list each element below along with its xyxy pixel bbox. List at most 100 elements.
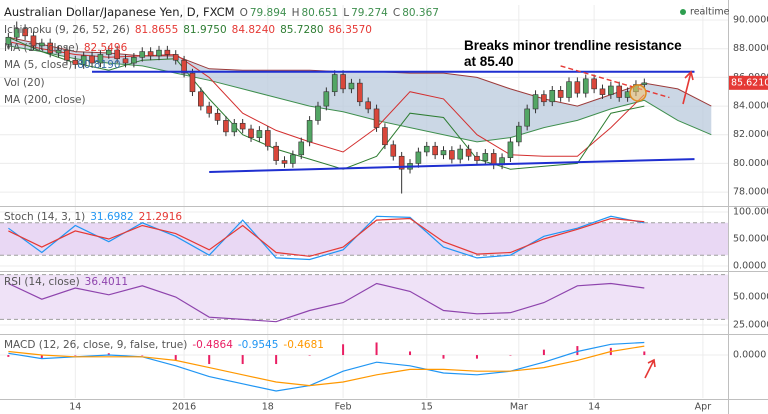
indicator-line xyxy=(8,341,645,392)
candle-body xyxy=(189,72,196,93)
indicator-value: 80.8190 xyxy=(77,59,121,71)
x-tick-label: 2016 xyxy=(172,402,196,413)
histogram-bar xyxy=(208,355,211,365)
candle-body xyxy=(340,74,346,90)
candle-body xyxy=(457,148,464,160)
candle-body xyxy=(89,55,95,64)
candle-body xyxy=(541,94,547,103)
candle-body xyxy=(156,49,162,57)
indicator-value: 36.4011 xyxy=(84,276,129,288)
candle-body xyxy=(239,122,246,130)
candle-body xyxy=(39,42,45,47)
candle-body xyxy=(549,90,556,103)
candle-body xyxy=(105,49,112,55)
candle-body xyxy=(574,81,581,94)
last-price-label: 85.6210 xyxy=(731,77,768,88)
arrow xyxy=(644,70,694,379)
labels: 14201618Feb15Mar14Apr90.000088.000086.00… xyxy=(69,15,768,413)
y-tick-label: 50.0000 xyxy=(733,234,768,245)
histogram-bar xyxy=(141,355,144,356)
candle-body xyxy=(599,88,606,95)
histogram-bar xyxy=(7,355,10,357)
trendline xyxy=(209,158,695,173)
indicator-line xyxy=(8,217,645,257)
x-tick-label: 14 xyxy=(588,402,600,413)
legend-row: Vol (20) xyxy=(4,77,50,90)
histogram-bar xyxy=(643,351,646,356)
candle-body xyxy=(323,91,330,107)
indicator-name: MA (200, close) xyxy=(4,94,86,106)
candle-body xyxy=(172,54,179,61)
histogram-bar xyxy=(241,355,244,365)
candle-body xyxy=(164,49,171,55)
candle-body xyxy=(298,141,305,156)
candle-body xyxy=(231,122,238,133)
arrow-head xyxy=(647,358,656,368)
histogram-bar xyxy=(375,342,378,356)
candle-body xyxy=(5,36,12,45)
candle-body xyxy=(524,108,530,127)
candle-body xyxy=(306,120,313,143)
candle-body xyxy=(13,28,20,38)
y-tick-label: 25.0000 xyxy=(733,320,768,331)
candle-body xyxy=(139,51,146,58)
y-tick-label: 50.0000 xyxy=(733,292,768,303)
candle-body xyxy=(80,55,87,65)
histogram-bar xyxy=(342,344,345,356)
candle-body xyxy=(315,105,321,121)
candle-body xyxy=(198,91,204,107)
legend-row: MA (10, close) 82.5496 xyxy=(4,42,132,55)
candle-body xyxy=(365,101,371,110)
arrow-shaft xyxy=(644,359,655,379)
histogram-bar xyxy=(174,355,177,361)
candle-body xyxy=(348,82,355,90)
x-tick-label: 18 xyxy=(262,402,274,413)
candle-body xyxy=(507,141,514,158)
candle-body xyxy=(223,120,229,133)
candle-body xyxy=(264,130,271,147)
candle-body xyxy=(357,82,363,103)
legend-row: MA (5, close) 80.8190 xyxy=(4,59,126,72)
candle-body xyxy=(390,144,397,157)
candle-body xyxy=(432,145,438,156)
candle-body xyxy=(248,128,254,138)
ohlc-label: H xyxy=(291,7,300,19)
y-tick-label: 80.0000 xyxy=(733,158,768,169)
indicator-name: Ichimoku (9, 26, 52, 26) xyxy=(4,24,130,36)
candle-body xyxy=(47,42,54,54)
indicator-value: -0.4864 xyxy=(192,339,233,351)
candle-body xyxy=(290,154,296,164)
candle-body xyxy=(281,160,288,164)
candle-body xyxy=(122,58,129,64)
histogram-bar xyxy=(576,346,579,356)
candle-body xyxy=(423,145,430,153)
candle-body xyxy=(449,150,455,160)
legend-row: Ichimoku (9, 26, 52, 26) 81.8655 81.9750 84… xyxy=(4,24,377,37)
annotation: Breaks minor trendline resistance at 85.… xyxy=(464,38,682,69)
y-tick-label: 88.0000 xyxy=(733,43,768,54)
status-dot xyxy=(680,9,686,15)
legend-row: Stoch (14, 3, 1) 31.6982 21.2916 xyxy=(4,211,187,224)
y-tick-label: 100.0000 xyxy=(733,206,768,217)
indicator-value: 86.3570 xyxy=(328,24,372,36)
status: realtime xyxy=(690,7,730,18)
histogram-bar xyxy=(40,355,43,359)
symbol-title: Australian Dollar/Japanese Yen, D, FXCM xyxy=(4,5,235,19)
candle-body xyxy=(22,28,28,37)
grid xyxy=(0,5,728,398)
indicator-value: 81.8655 xyxy=(134,24,179,36)
indicator-name: RSI (14, close) xyxy=(4,276,80,288)
candle-body xyxy=(181,59,187,74)
indicator-name: MACD (12, 26, close, 9, false, true) xyxy=(4,339,188,351)
candle-body xyxy=(398,155,405,170)
arrow-shaft xyxy=(682,71,692,105)
y-tick-label: 0.0000 xyxy=(733,261,766,272)
ohlc-value: 79.894 xyxy=(249,7,287,19)
candle-body xyxy=(557,90,564,98)
candle-body xyxy=(331,74,338,93)
candle-body xyxy=(373,108,380,128)
marks xyxy=(5,21,712,392)
candle-body xyxy=(516,125,522,143)
